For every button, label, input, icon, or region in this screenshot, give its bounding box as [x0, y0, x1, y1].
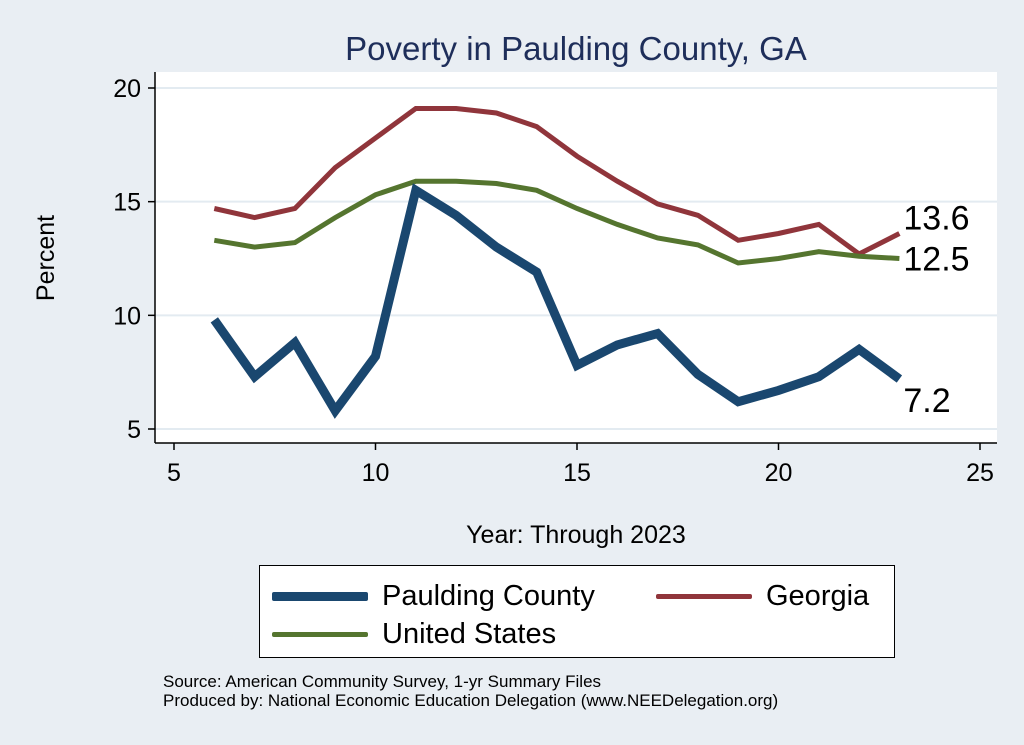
end-labels: 7.2 13.6 12.5	[903, 199, 969, 419]
chart-title: Poverty in Paulding County, GA	[345, 30, 807, 67]
series-line-united-states	[213, 178, 900, 266]
end-label-georgia: 13.6	[903, 199, 969, 237]
legend-label-paulding: Paulding County	[382, 580, 595, 612]
x-tick-label-20: 20	[765, 459, 793, 487]
legend-item-paulding: Paulding County	[272, 580, 595, 613]
series-line-georgia	[213, 106, 901, 257]
legend: Paulding County Georgia United States	[259, 565, 895, 658]
legend-swatch-georgia	[656, 594, 752, 599]
legend-item-georgia: Georgia	[656, 580, 869, 613]
y-tick-label-10: 10	[113, 302, 141, 330]
produced-by-note: Produced by: National Economic Education…	[163, 691, 779, 710]
source-note: Source: American Community Survey, 1-yr …	[163, 672, 602, 691]
axes: 5 10 15 20 5 10 15 20 25	[113, 72, 997, 487]
legend-label-united-states: United States	[382, 618, 557, 650]
x-tick-label-5: 5	[167, 459, 181, 487]
end-label-paulding-county: 7.2	[903, 382, 950, 420]
end-label-united-states: 12.5	[903, 241, 969, 279]
x-tick-label-25: 25	[966, 459, 994, 487]
legend-item-united-states: United States	[272, 618, 556, 651]
x-tick-label-15: 15	[563, 459, 591, 487]
x-axis-label: Year: Through 2023	[466, 521, 686, 549]
y-tick-label-15: 15	[113, 189, 141, 217]
series-lines	[210, 106, 903, 419]
legend-swatch-united-states	[272, 632, 368, 637]
legend-label-georgia: Georgia	[766, 580, 870, 612]
series-line-paulding-county	[210, 183, 903, 419]
x-tick-label-10: 10	[362, 459, 390, 487]
y-tick-label-20: 20	[113, 75, 141, 103]
y-tick-label-5: 5	[127, 416, 141, 444]
grid-lines	[155, 87, 997, 430]
y-axis-label: Percent	[32, 215, 60, 301]
legend-swatch-paulding	[272, 592, 368, 601]
